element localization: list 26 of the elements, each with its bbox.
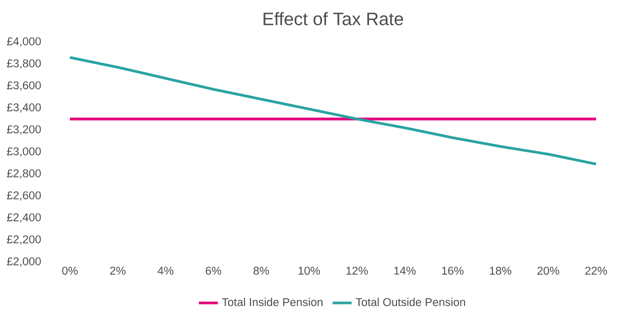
x-tick-label: 4% <box>158 266 174 275</box>
x-tick-label: 6% <box>206 266 222 275</box>
x-tick-label: 14% <box>394 266 416 275</box>
y-tick-label: £2,800 <box>6 169 41 179</box>
y-tick-label: £2,600 <box>6 191 41 201</box>
x-tick-label: 10% <box>298 266 320 275</box>
x-tick-label: 18% <box>490 266 512 275</box>
y-tick-label: £3,200 <box>6 125 41 135</box>
y-tick-label: £2,400 <box>6 213 41 223</box>
y-tick-label: £2,000 <box>6 257 41 267</box>
legend-label: Total Outside Pension <box>356 298 466 306</box>
x-tick-label: 20% <box>537 266 560 275</box>
x-tick-label: 2% <box>110 266 126 275</box>
y-tick-label: £3,800 <box>6 59 41 69</box>
x-tick-label: 0% <box>62 266 78 275</box>
x-tick-label: 16% <box>442 266 464 275</box>
y-tick-label: £3,600 <box>6 81 41 91</box>
legend-label: Total Inside Pension <box>222 298 322 306</box>
y-tick-label: £2,200 <box>6 235 41 245</box>
y-tick-label: £4,000 <box>6 37 41 47</box>
y-tick-label: £3,400 <box>6 103 41 113</box>
x-tick-label: 12% <box>346 266 368 275</box>
x-tick-label: 8% <box>254 266 270 275</box>
x-tick-label: 22% <box>585 266 608 275</box>
y-tick-label: £3,000 <box>6 147 41 157</box>
chart-title: Effect of Tax Rate <box>264 12 404 26</box>
